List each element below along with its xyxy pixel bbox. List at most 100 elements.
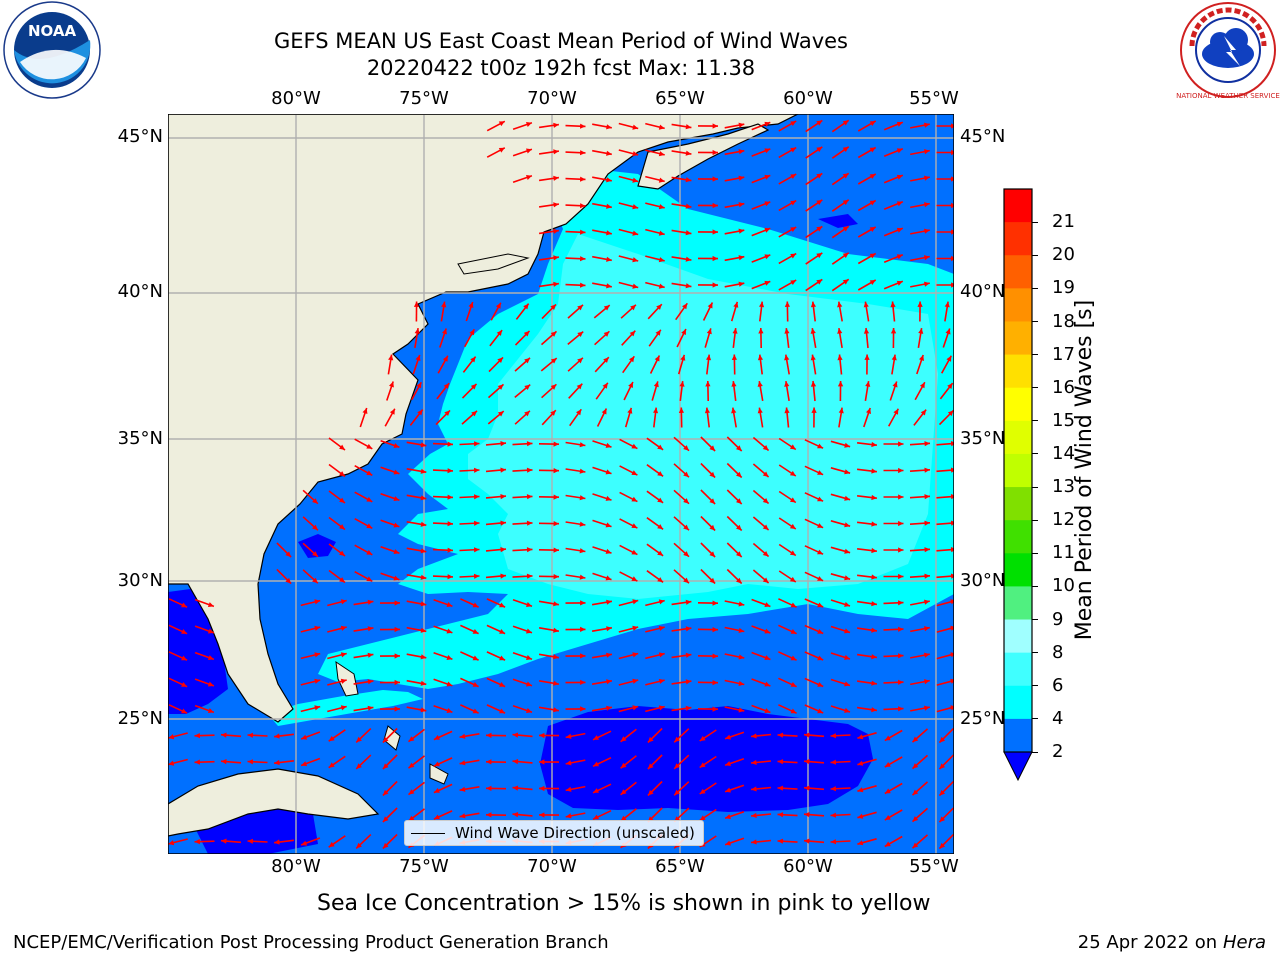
wind-wave-arrowhead [816,252,823,259]
wind-wave-arrowhead [762,445,769,451]
wind-wave-arrowhead [629,330,636,337]
wind-wave-arrowhead [631,496,638,502]
nws-logo: NATIONAL WEATHER SERVICE [1176,2,1280,100]
wind-wave-arrowhead [757,381,763,387]
colorbar-tick-label: 14 [1052,442,1075,464]
wind-wave-arrowhead [764,121,771,127]
wind-wave-arrowhead [413,301,420,307]
wind-wave-arrowhead [367,652,374,658]
wind-wave-arrowhead [394,626,400,633]
wind-wave-arrowhead [917,301,923,307]
wind-wave-arrowhead [842,199,849,206]
wind-wave-arrowhead [553,601,559,607]
wind-wave-arrowhead [683,577,689,584]
wind-wave-arrowhead [712,229,718,235]
wind-wave-arrowhead [553,494,559,500]
wind-wave-arrowhead [764,681,771,687]
wind-wave-arrowhead [896,227,903,233]
wind-wave-arrowhead [382,842,389,849]
wind-wave-arrowhead [550,410,556,416]
wind-wave-arrowhead [685,124,692,130]
wind-wave-arrowhead [658,283,665,289]
wind-wave-arrowhead [804,812,810,818]
wind-wave-arrowhead [762,524,769,530]
wind-wave-arrowhead [939,736,946,743]
wind-wave-arrowhead [601,408,607,415]
colorbar-tick-mark [1032,321,1038,322]
wind-wave-arrowhead [631,576,638,582]
wind-wave-arrowhead [844,575,851,581]
wind-wave-arrowhead [221,759,227,765]
wind-wave-arrowhead [605,548,612,554]
colorbar-segment [1004,420,1032,455]
wind-wave-arrowhead [497,411,504,417]
colorbar-tick-label: 17 [1052,343,1075,365]
wind-wave-arrowhead [580,256,586,262]
wind-wave-arrowhead [606,150,612,156]
wind-wave-arrowhead [471,410,477,417]
wind-wave-arrowhead [553,441,559,447]
wave-period-6-8s-region [468,234,938,599]
wind-wave-arrowhead [777,732,784,738]
wind-wave-arrowhead [777,785,784,791]
wind-wave-arrowhead [274,839,280,845]
wind-wave-arrowhead [939,816,946,823]
wind-wave-arrowhead [896,121,903,127]
wind-wave-arrowhead [871,601,877,607]
wind-wave-arrowhead [842,226,849,232]
wind-wave-arrowhead [420,627,427,633]
wind-wave-arrowhead [553,547,559,553]
wind-wave-arrowhead [764,201,771,207]
wind-wave-arrowhead [526,708,532,713]
wind-wave-arrowhead [394,600,400,606]
wind-wave-arrowhead [920,409,927,416]
wind-wave-arrowhead [446,602,453,607]
wind-wave-arrowhead [738,149,745,155]
wind-wave-arrowhead [657,497,664,503]
wind-wave-arrowhead [898,679,904,685]
wind-wave-arrowhead [498,121,505,127]
wind-wave-arrowhead [340,625,347,631]
wind-wave-arrowhead [657,524,664,530]
wind-wave-arrowhead [408,789,415,795]
wind-wave-arrowhead [550,384,557,390]
wind-wave-arrowhead [274,759,280,766]
wind-wave-arrowhead [181,682,188,687]
wind-wave-arrowhead [539,812,545,818]
wind-wave-arrowhead [738,601,745,607]
wind-wave-arrowhead [804,732,810,738]
wind-wave-arrowhead [657,444,664,450]
wind-wave-arrowhead [367,626,374,632]
wind-wave-arrowhead [680,354,686,361]
wind-wave-arrowhead [366,496,373,502]
noaa-logo-text: NOAA [28,22,77,40]
wind-wave-arrowhead [420,601,427,607]
wind-wave-arrowhead [606,230,612,236]
colorbar-tick-label: 20 [1052,244,1075,266]
wind-wave-arrowhead [433,814,440,820]
wind-wave-arrowhead [751,759,757,765]
wind-wave-arrowhead [565,813,572,819]
wind-wave-arrowhead [924,467,930,473]
wind-wave-arrowhead [890,301,896,308]
wind-wave-arrowhead [817,549,824,555]
wind-wave-arrowhead [918,328,924,334]
colorbar-tick-label: 2 [1052,741,1064,762]
wind-wave-arrowhead [709,498,716,504]
wind-wave-arrowhead [939,842,946,849]
wind-wave-arrowhead [497,357,503,363]
wind-wave-arrowhead [393,469,400,475]
wind-wave-arrowhead [442,355,448,362]
wind-wave-arrowhead [777,838,784,844]
wind-wave-arrowhead [657,577,664,583]
wind-wave-arrowhead [681,329,686,335]
wind-wave-arrowhead [891,354,897,361]
wind-wave-arrowhead [285,551,292,558]
wind-wave-arrowhead [500,547,506,553]
wind-wave-arrowhead [844,442,851,448]
wind-wave-arrowhead [420,574,427,580]
wind-wave-arrowhead [577,331,584,337]
colorbar-tick-mark [1032,221,1038,223]
colorbar-segment [1004,487,1032,521]
wind-wave-arrowhead [939,763,946,770]
